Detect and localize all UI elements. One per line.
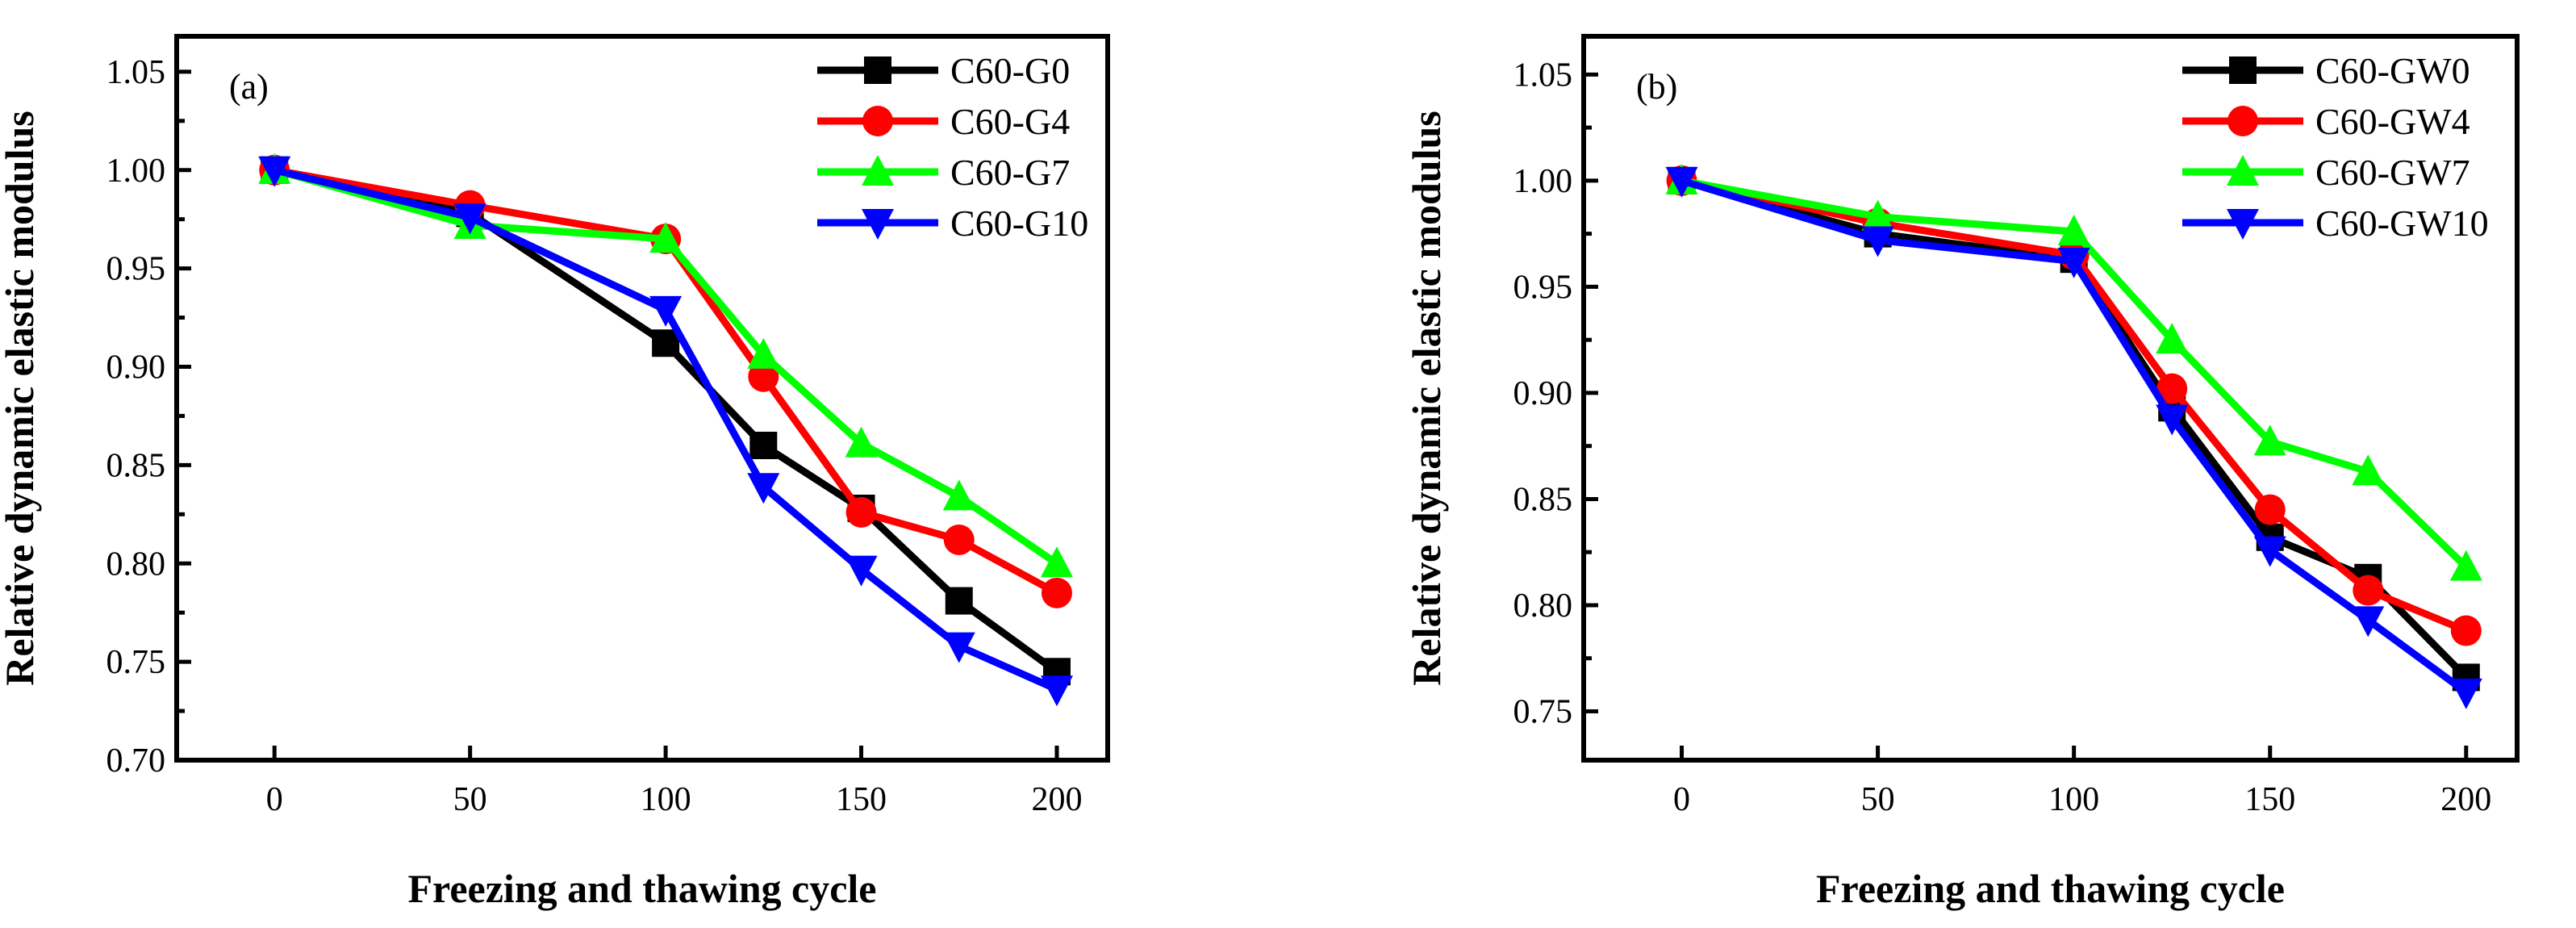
data-point bbox=[942, 632, 975, 663]
data-point bbox=[749, 432, 778, 459]
legend-item: C60-G7 bbox=[817, 152, 1070, 193]
data-point bbox=[943, 525, 975, 555]
legend-item: C60-G4 bbox=[817, 101, 1070, 142]
data-point bbox=[2352, 454, 2385, 486]
y-tick-label: 1.00 bbox=[106, 153, 166, 190]
y-tick-label: 0.80 bbox=[1513, 587, 1573, 625]
data-point bbox=[258, 156, 291, 187]
x-axis-label: Freezing and thawing cycle bbox=[408, 866, 877, 911]
legend-marker bbox=[864, 56, 891, 84]
y-tick-label: 1.05 bbox=[1513, 56, 1573, 94]
legend-item: C60-GW0 bbox=[2182, 50, 2470, 91]
legend-label: C60-GW10 bbox=[2315, 203, 2489, 244]
y-tick-label: 0.85 bbox=[106, 447, 166, 484]
y-tick-label: 0.80 bbox=[106, 546, 166, 583]
legend-item: C60-G0 bbox=[817, 50, 1070, 91]
x-tick-label: 200 bbox=[2440, 781, 2491, 818]
legend-marker bbox=[2227, 106, 2258, 136]
data-point bbox=[845, 426, 878, 458]
legend-label: C60-GW4 bbox=[2315, 101, 2470, 142]
panel-label: (a) bbox=[229, 67, 269, 107]
legend-marker bbox=[862, 155, 894, 186]
data-point bbox=[748, 361, 779, 392]
data-point bbox=[1861, 199, 1894, 231]
data-point bbox=[845, 496, 877, 528]
legend-marker bbox=[862, 209, 894, 240]
series-C60-G10 bbox=[258, 156, 1073, 707]
data-point bbox=[1040, 675, 1073, 707]
data-point bbox=[2254, 494, 2286, 525]
x-tick-label: 50 bbox=[453, 781, 487, 818]
y-tick-label: 0.95 bbox=[1513, 269, 1573, 306]
legend-label: C60-GW0 bbox=[2315, 50, 2470, 91]
legend-marker bbox=[2227, 209, 2259, 240]
data-point bbox=[2450, 615, 2482, 646]
y-tick-label: 0.90 bbox=[106, 349, 166, 387]
x-tick-label: 150 bbox=[2244, 781, 2295, 818]
data-point bbox=[2449, 678, 2482, 709]
legend-label: C60-GW7 bbox=[2315, 152, 2470, 193]
plot-frame bbox=[174, 34, 1110, 763]
legend-marker bbox=[2227, 155, 2259, 186]
chart-panel-b: 0.75 0.80 0.85 0.90 0.95 1.00 1.05 0 50 100 150 200… bbox=[1404, 34, 2520, 911]
y-axis-label: Relative dynamic elastic modulus bbox=[1404, 111, 1449, 685]
y-tick-label: 0.85 bbox=[1513, 481, 1573, 518]
data-point bbox=[747, 337, 780, 369]
data-point bbox=[2353, 575, 2384, 606]
series-C60-GW10 bbox=[1665, 166, 2482, 709]
y-tick-label: 0.75 bbox=[106, 644, 166, 681]
y-tick-label: 0.75 bbox=[1513, 693, 1573, 730]
data-point bbox=[945, 587, 973, 615]
panel-label: (b) bbox=[1636, 67, 1677, 107]
legend-label: C60-G7 bbox=[950, 152, 1070, 193]
data-point bbox=[2352, 606, 2385, 637]
y-axis-label: Relative dynamic elastic modulus bbox=[0, 111, 42, 685]
y-tick-label: 0.90 bbox=[1513, 375, 1573, 412]
x-axis-label: Freezing and thawing cycle bbox=[1816, 866, 2285, 911]
legend-marker bbox=[2229, 56, 2257, 84]
x-tick-label: 100 bbox=[641, 781, 691, 818]
legend-marker bbox=[862, 106, 893, 136]
legend-label: C60-G0 bbox=[950, 50, 1070, 91]
legend-label: C60-G4 bbox=[950, 101, 1070, 142]
legend-item: C60-GW10 bbox=[2182, 203, 2489, 244]
data-point bbox=[2156, 323, 2189, 354]
data-point bbox=[652, 329, 680, 357]
plot-frame bbox=[1581, 34, 2520, 763]
data-point bbox=[942, 479, 975, 511]
data-point bbox=[1040, 546, 1073, 578]
data-point bbox=[747, 473, 780, 504]
legend-item: C60-GW7 bbox=[2182, 152, 2470, 193]
legend-label: C60-G10 bbox=[950, 203, 1088, 244]
x-tick-label: 200 bbox=[1031, 781, 1082, 818]
data-point bbox=[2057, 215, 2090, 246]
data-point bbox=[649, 222, 683, 253]
legend-item: C60-GW4 bbox=[2182, 101, 2470, 142]
data-point bbox=[2253, 424, 2286, 456]
data-point bbox=[2156, 373, 2188, 404]
y-tick-label: 1.05 bbox=[106, 54, 166, 91]
y-tick-label: 0.95 bbox=[106, 251, 166, 288]
x-tick-label: 0 bbox=[266, 781, 283, 818]
data-point bbox=[1665, 166, 1698, 198]
data-point bbox=[1861, 226, 1894, 257]
data-point bbox=[845, 555, 878, 587]
data-point bbox=[649, 295, 683, 327]
x-tick-label: 100 bbox=[2048, 781, 2099, 818]
y-tick-label: 0.70 bbox=[106, 742, 166, 780]
x-tick-label: 0 bbox=[1673, 781, 1690, 818]
x-tick-label: 150 bbox=[836, 781, 887, 818]
legend-item: C60-G10 bbox=[817, 203, 1088, 244]
data-point bbox=[2057, 247, 2090, 278]
data-point bbox=[2156, 404, 2189, 436]
data-point bbox=[2253, 536, 2286, 567]
y-tick-label: 1.00 bbox=[1513, 163, 1573, 200]
data-point bbox=[1041, 577, 1072, 608]
data-point bbox=[453, 203, 486, 235]
data-point bbox=[2449, 550, 2482, 581]
chart-panel-a: 0.70 0.75 0.80 0.85 0.90 0.95 1.00 1.05 0 50 100 15… bbox=[0, 34, 1110, 911]
x-tick-label: 50 bbox=[1861, 781, 1895, 818]
